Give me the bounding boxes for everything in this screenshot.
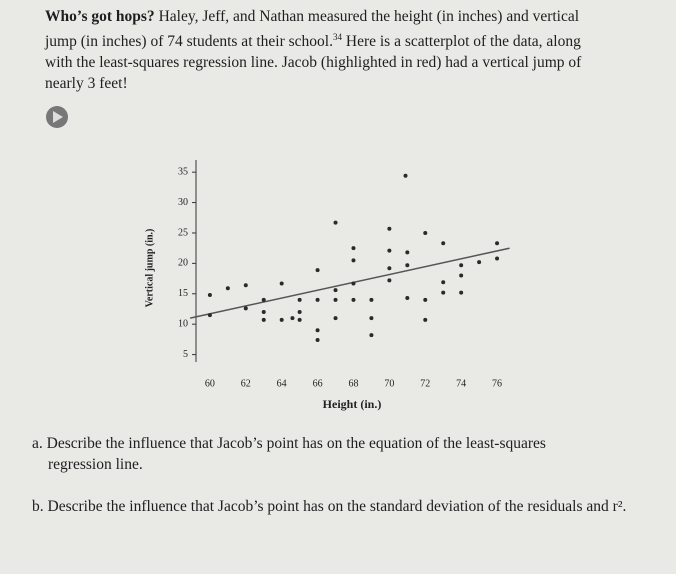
x-tick-label: 68 <box>348 378 358 389</box>
point <box>279 281 284 286</box>
point <box>403 173 408 178</box>
y-tick-label: 15 <box>178 288 188 299</box>
intro-text: Here is a scatterplot of the data, along… <box>45 33 582 93</box>
point <box>297 310 302 315</box>
point <box>405 250 410 255</box>
point <box>459 263 464 268</box>
point <box>369 316 374 321</box>
y-tick-label: 10 <box>178 318 188 329</box>
point <box>315 268 320 273</box>
point <box>369 297 374 302</box>
point <box>351 246 356 251</box>
y-tick-label: 5 <box>183 349 188 360</box>
point <box>387 278 392 283</box>
point <box>261 297 266 302</box>
question-label: a. <box>32 435 43 452</box>
lead: Who’s got hops? <box>45 8 155 25</box>
point <box>261 317 266 322</box>
point <box>351 281 356 286</box>
y-tick-label: 20 <box>178 258 188 269</box>
point <box>225 286 230 291</box>
point <box>423 297 428 302</box>
point <box>387 248 392 253</box>
point <box>207 313 212 318</box>
point <box>405 296 410 301</box>
x-tick-label: 66 <box>313 378 323 389</box>
point <box>207 293 212 297</box>
point <box>441 290 446 295</box>
y-tick-label: 30 <box>178 197 188 208</box>
question-text: Describe the influence that Jacob’s poin… <box>46 435 546 473</box>
x-axis-label: Height (in.) <box>323 397 382 411</box>
x-tick-label: 62 <box>241 378 251 389</box>
x-tick-label: 76 <box>492 378 502 389</box>
point <box>333 288 338 293</box>
point <box>261 310 266 315</box>
play-icon <box>53 111 63 123</box>
x-tick-label: 74 <box>456 378 466 389</box>
question: a. Describe the influence that Jacob’s p… <box>32 433 608 475</box>
point <box>333 297 338 302</box>
question: b. Describe the influence that Jacob’s p… <box>32 492 628 522</box>
point <box>351 258 356 263</box>
footnote: 34 <box>333 32 342 42</box>
point <box>405 263 410 268</box>
question-text: Describe the influence that Jacob’s poin… <box>47 498 627 515</box>
regression-line <box>189 247 510 319</box>
point <box>387 226 392 231</box>
point <box>423 317 428 322</box>
point <box>333 316 338 321</box>
point <box>315 297 320 302</box>
point <box>495 256 500 261</box>
intro: Who’s got hops? Haley, Jeff, and Nathan … <box>45 6 605 94</box>
point <box>279 317 284 322</box>
intro-text: Haley, Jeff, and Nathan measured the hei… <box>45 8 580 51</box>
point <box>441 241 446 246</box>
point <box>459 273 464 278</box>
x-tick-label: 64 <box>277 378 287 389</box>
point <box>477 260 482 265</box>
point <box>351 297 356 302</box>
point <box>315 328 320 333</box>
point <box>369 333 374 338</box>
x-tick-label: 60 <box>205 378 215 389</box>
question-label: b. <box>32 498 44 515</box>
point <box>243 306 248 311</box>
point <box>441 280 446 285</box>
y-tick-label: 35 <box>178 166 188 177</box>
point <box>290 316 295 321</box>
x-tick-label: 72 <box>420 378 430 389</box>
point <box>387 266 392 271</box>
point <box>297 317 302 322</box>
point <box>243 283 248 288</box>
point <box>297 297 302 302</box>
x-tick-label: 70 <box>384 378 394 389</box>
point <box>315 338 320 342</box>
y-tick-label: 25 <box>178 227 188 238</box>
point <box>333 220 338 225</box>
point <box>423 230 428 235</box>
y-axis-label: Vertical jump (in.) <box>144 229 155 308</box>
point <box>459 290 464 295</box>
point <box>495 241 500 246</box>
